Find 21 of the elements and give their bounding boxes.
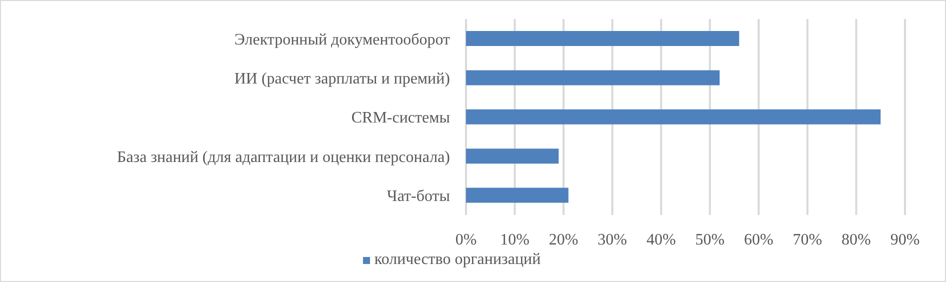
y-tick-label: CRM-системы	[351, 110, 450, 127]
bar	[466, 148, 559, 164]
y-tick-label: Электронный документооборот	[234, 31, 450, 48]
x-tick-label: 40%	[646, 231, 676, 248]
y-tick-label: ИИ (расчет зарплаты и премий)	[234, 70, 450, 88]
y-tick-label: База знаний (для адаптации и оценки персонала)	[117, 148, 450, 166]
x-tick-label: 20%	[548, 231, 578, 248]
x-tick-label: 60%	[744, 231, 774, 248]
bar	[466, 109, 881, 124]
bar	[466, 70, 720, 86]
bar	[466, 188, 568, 203]
x-tick-label: 0%	[455, 231, 477, 248]
y-tick-label: Чат-боты	[386, 188, 450, 206]
x-tick-label: 50%	[695, 231, 725, 248]
bar	[466, 31, 740, 46]
x-tick-label: 90%	[890, 231, 920, 248]
x-tick-label: 10%	[500, 231, 530, 248]
x-tick-label: 80%	[842, 231, 871, 248]
x-tick-label: 70%	[792, 231, 822, 248]
x-tick-label: 30%	[598, 231, 627, 248]
legend-label: количество организаций	[374, 251, 541, 268]
